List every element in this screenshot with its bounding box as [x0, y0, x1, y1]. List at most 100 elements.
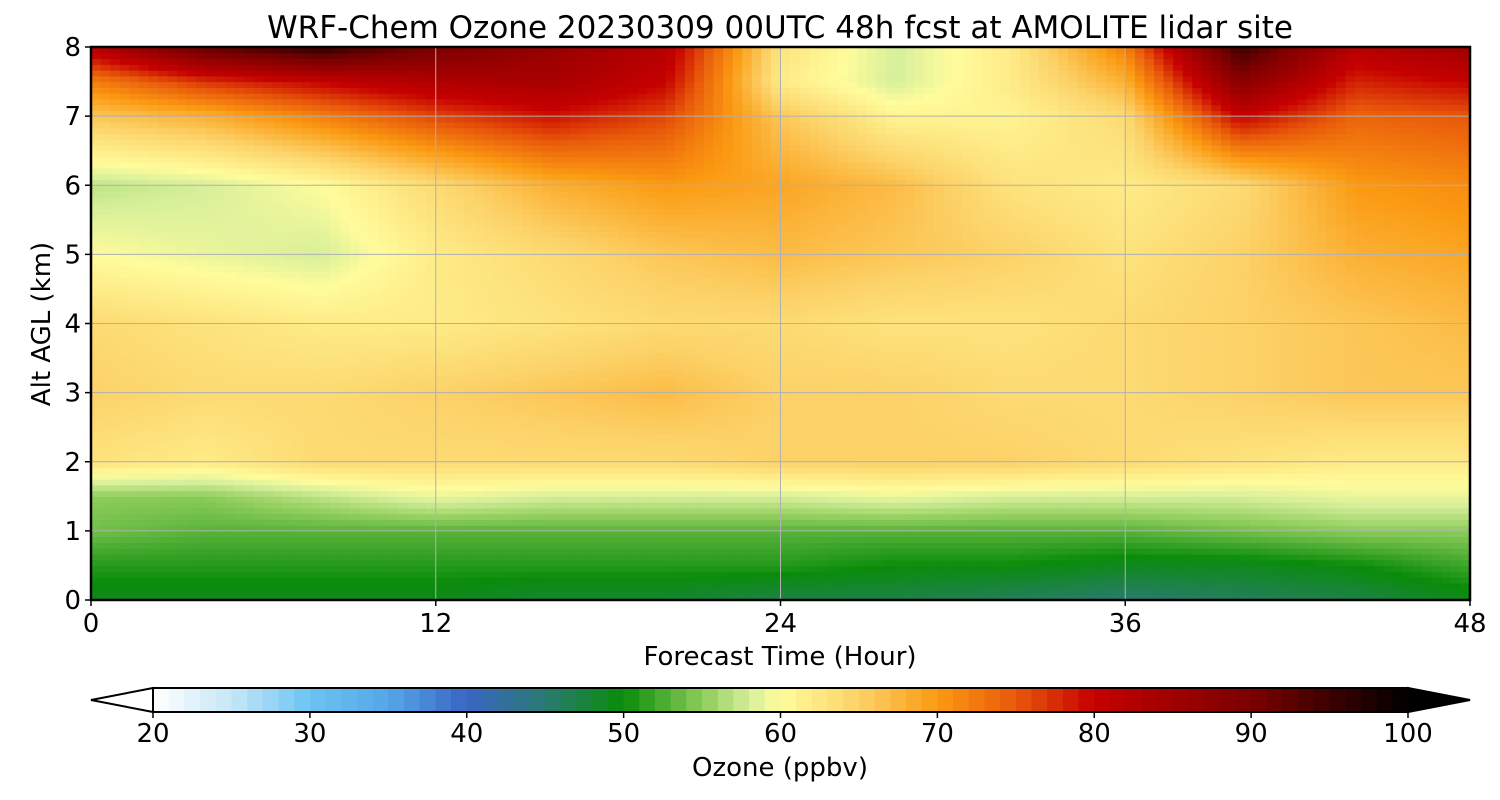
- heatmap-cell: [1278, 409, 1289, 417]
- heatmap-cell: [952, 490, 964, 497]
- heatmap-cell: [1182, 427, 1193, 434]
- heatmap-cell: [943, 450, 954, 457]
- heatmap-cell: [713, 530, 724, 538]
- heatmap-cell: [158, 409, 169, 417]
- heatmap-cell: [924, 536, 935, 543]
- heatmap-cell: [732, 479, 743, 486]
- heatmap-cell: [91, 496, 102, 503]
- heatmap-cell: [981, 438, 992, 446]
- heatmap-cell: [445, 519, 456, 526]
- heatmap-cell: [1422, 576, 1433, 584]
- heatmap-cell: [1144, 461, 1155, 469]
- heatmap-cell: [100, 415, 111, 423]
- heatmap-cell: [301, 398, 312, 405]
- heatmap-cell: [1115, 588, 1126, 595]
- heatmap-cell: [1211, 519, 1222, 526]
- heatmap-cell: [866, 588, 877, 595]
- heatmap-cell: [1412, 502, 1423, 509]
- heatmap-cell: [770, 548, 782, 555]
- heatmap-cell: [167, 571, 178, 578]
- heatmap-cell: [541, 559, 552, 567]
- heatmap-cell: [521, 594, 533, 600]
- heatmap-cell: [368, 415, 379, 423]
- heatmap-cell: [186, 548, 197, 555]
- heatmap-cell: [1163, 513, 1174, 520]
- heatmap-cell: [1460, 513, 1470, 520]
- heatmap-cell: [1115, 576, 1126, 584]
- heatmap-cell: [684, 444, 695, 451]
- heatmap-cell: [694, 502, 705, 509]
- heatmap-cell: [407, 582, 418, 590]
- heatmap-cell: [397, 553, 408, 561]
- heatmap-cell: [1067, 455, 1078, 463]
- heatmap-cell: [1039, 502, 1050, 509]
- heatmap-cell: [397, 548, 408, 555]
- heatmap-cell: [588, 571, 600, 578]
- heatmap-cell: [588, 513, 600, 520]
- heatmap-cell: [627, 502, 638, 509]
- heatmap-cell: [1441, 409, 1452, 417]
- heatmap-cell: [608, 571, 619, 578]
- heatmap-cell: [397, 398, 408, 405]
- heatmap-cell: [1115, 490, 1126, 497]
- heatmap-cell: [732, 409, 743, 417]
- heatmap-cell: [1086, 461, 1098, 469]
- heatmap-cell: [751, 438, 762, 446]
- heatmap-cell: [1316, 525, 1327, 532]
- heatmap-cell: [1096, 409, 1107, 417]
- heatmap-cell: [1144, 427, 1155, 434]
- heatmap-cell: [1125, 502, 1136, 509]
- heatmap-cell: [972, 519, 983, 526]
- heatmap-cell: [904, 536, 916, 543]
- heatmap-cell: [148, 513, 159, 520]
- heatmap-cell: [1374, 582, 1385, 590]
- heatmap-cell: [636, 444, 648, 451]
- heatmap-cell: [1039, 484, 1050, 492]
- heatmap-cell: [129, 502, 140, 509]
- heatmap-cell: [818, 461, 829, 469]
- heatmap-cell: [282, 467, 293, 474]
- heatmap-cell: [272, 490, 284, 497]
- heatmap-cell: [627, 490, 638, 497]
- heatmap-cell: [1192, 507, 1203, 515]
- heatmap-cell: [339, 530, 351, 538]
- heatmap-cell: [435, 432, 446, 440]
- heatmap-cell: [225, 519, 236, 526]
- heatmap-cell: [426, 565, 437, 572]
- heatmap-cell: [1364, 444, 1375, 451]
- heatmap-cell: [952, 536, 964, 543]
- heatmap-cell: [770, 415, 782, 423]
- heatmap-cell: [1345, 461, 1356, 469]
- heatmap-cell: [1402, 421, 1414, 428]
- heatmap-cell: [1029, 490, 1040, 497]
- heatmap-cell: [292, 536, 303, 543]
- heatmap-cell: [330, 507, 341, 515]
- heatmap-cell: [1125, 588, 1136, 595]
- heatmap-cell: [1211, 571, 1222, 578]
- heatmap-cell: [924, 513, 935, 520]
- heatmap-cell: [885, 473, 897, 480]
- heatmap-cell: [407, 542, 418, 549]
- heatmap-cell: [225, 427, 236, 434]
- heatmap-cell: [1460, 582, 1470, 590]
- heatmap-cell: [876, 398, 887, 405]
- heatmap-cell: [1096, 571, 1107, 578]
- heatmap-cell: [550, 444, 561, 451]
- heatmap-cell: [339, 490, 351, 497]
- heatmap-cell: [416, 398, 427, 405]
- heatmap-cell: [1192, 571, 1203, 578]
- heatmap-cell: [464, 548, 475, 555]
- heatmap-cell: [1431, 444, 1442, 451]
- heatmap-cell: [177, 530, 188, 538]
- heatmap-cell: [895, 530, 906, 538]
- heatmap-cell: [809, 536, 820, 543]
- heatmap-cell: [608, 565, 619, 572]
- heatmap-cell: [972, 473, 983, 480]
- heatmap-cell: [1345, 576, 1356, 584]
- heatmap-cell: [1029, 588, 1040, 595]
- heatmap-cell: [1221, 467, 1232, 474]
- heatmap-cell: [876, 444, 887, 451]
- heatmap-cell: [1364, 490, 1375, 497]
- heatmap-cell: [588, 525, 600, 532]
- heatmap-cell: [368, 530, 379, 538]
